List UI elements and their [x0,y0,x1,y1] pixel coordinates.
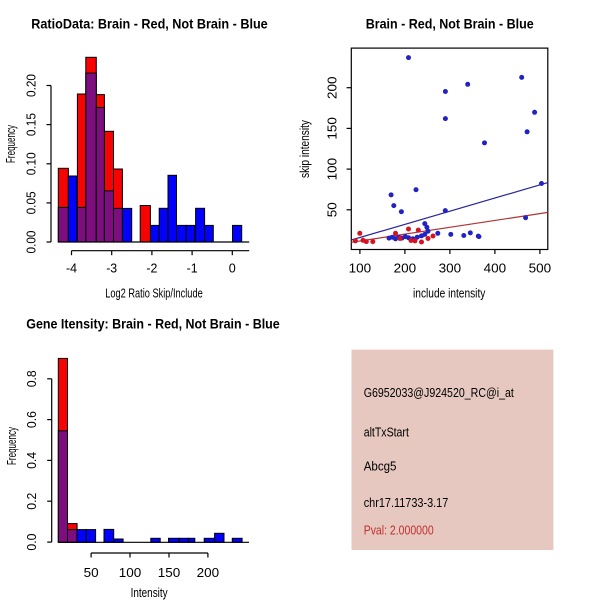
svg-text:0: 0 [229,262,236,276]
svg-text:Frequency: Frequency [3,125,18,163]
svg-text:0.20: 0.20 [25,74,39,97]
svg-text:150: 150 [326,117,340,140]
svg-text:include intensity: include intensity [413,285,486,300]
svg-text:0.2: 0.2 [25,493,39,510]
svg-text:Frequency: Frequency [4,427,19,465]
svg-text:Intensity: Intensity [131,585,168,600]
svg-text:150: 150 [158,566,181,580]
svg-text:200: 200 [326,76,340,99]
svg-text:skip intensity: skip intensity [297,120,312,178]
svg-text:100: 100 [349,262,372,276]
svg-text:Pval: 2.000000: Pval: 2.000000 [364,523,434,538]
svg-text:chr17.11733-3.17: chr17.11733-3.17 [364,495,449,510]
svg-text:Brain - Red, Not Brain - Blue: Brain - Red, Not Brain - Blue [366,16,534,32]
svg-text:Abcg5: Abcg5 [364,458,397,473]
svg-text:200: 200 [197,566,220,580]
svg-text:50: 50 [326,202,340,217]
svg-text:200: 200 [394,262,417,276]
svg-text:0.00: 0.00 [25,230,39,253]
svg-text:-3: -3 [106,262,117,276]
svg-text:0.8: 0.8 [25,370,39,387]
svg-text:100: 100 [119,566,142,580]
svg-text:Log2 Ratio Skip/Include: Log2 Ratio Skip/Include [105,286,202,301]
svg-text:0.05: 0.05 [25,191,39,214]
svg-text:G6952033@J924520_RC@i_at: G6952033@J924520_RC@i_at [364,385,515,400]
svg-text:-1: -1 [187,262,198,276]
svg-text:500: 500 [529,262,552,276]
svg-text:0.4: 0.4 [25,452,39,469]
svg-text:Gene Itensity: Brain - Red, No: Gene Itensity: Brain - Red, Not Brain - … [26,316,280,332]
svg-text:-2: -2 [146,262,157,276]
svg-text:0.6: 0.6 [25,411,39,428]
svg-text:0.0: 0.0 [25,534,39,551]
svg-text:0.10: 0.10 [25,152,39,175]
svg-text:300: 300 [439,262,462,276]
svg-text:-4: -4 [66,262,77,276]
svg-text:100: 100 [326,158,340,181]
svg-text:altTxStart: altTxStart [364,424,410,439]
svg-text:50: 50 [84,566,99,580]
svg-text:RatioData: Brain - Red, Not Br: RatioData: Brain - Red, Not Brain - Blue [31,16,268,32]
svg-text:400: 400 [484,262,507,276]
svg-text:0.15: 0.15 [25,113,39,136]
